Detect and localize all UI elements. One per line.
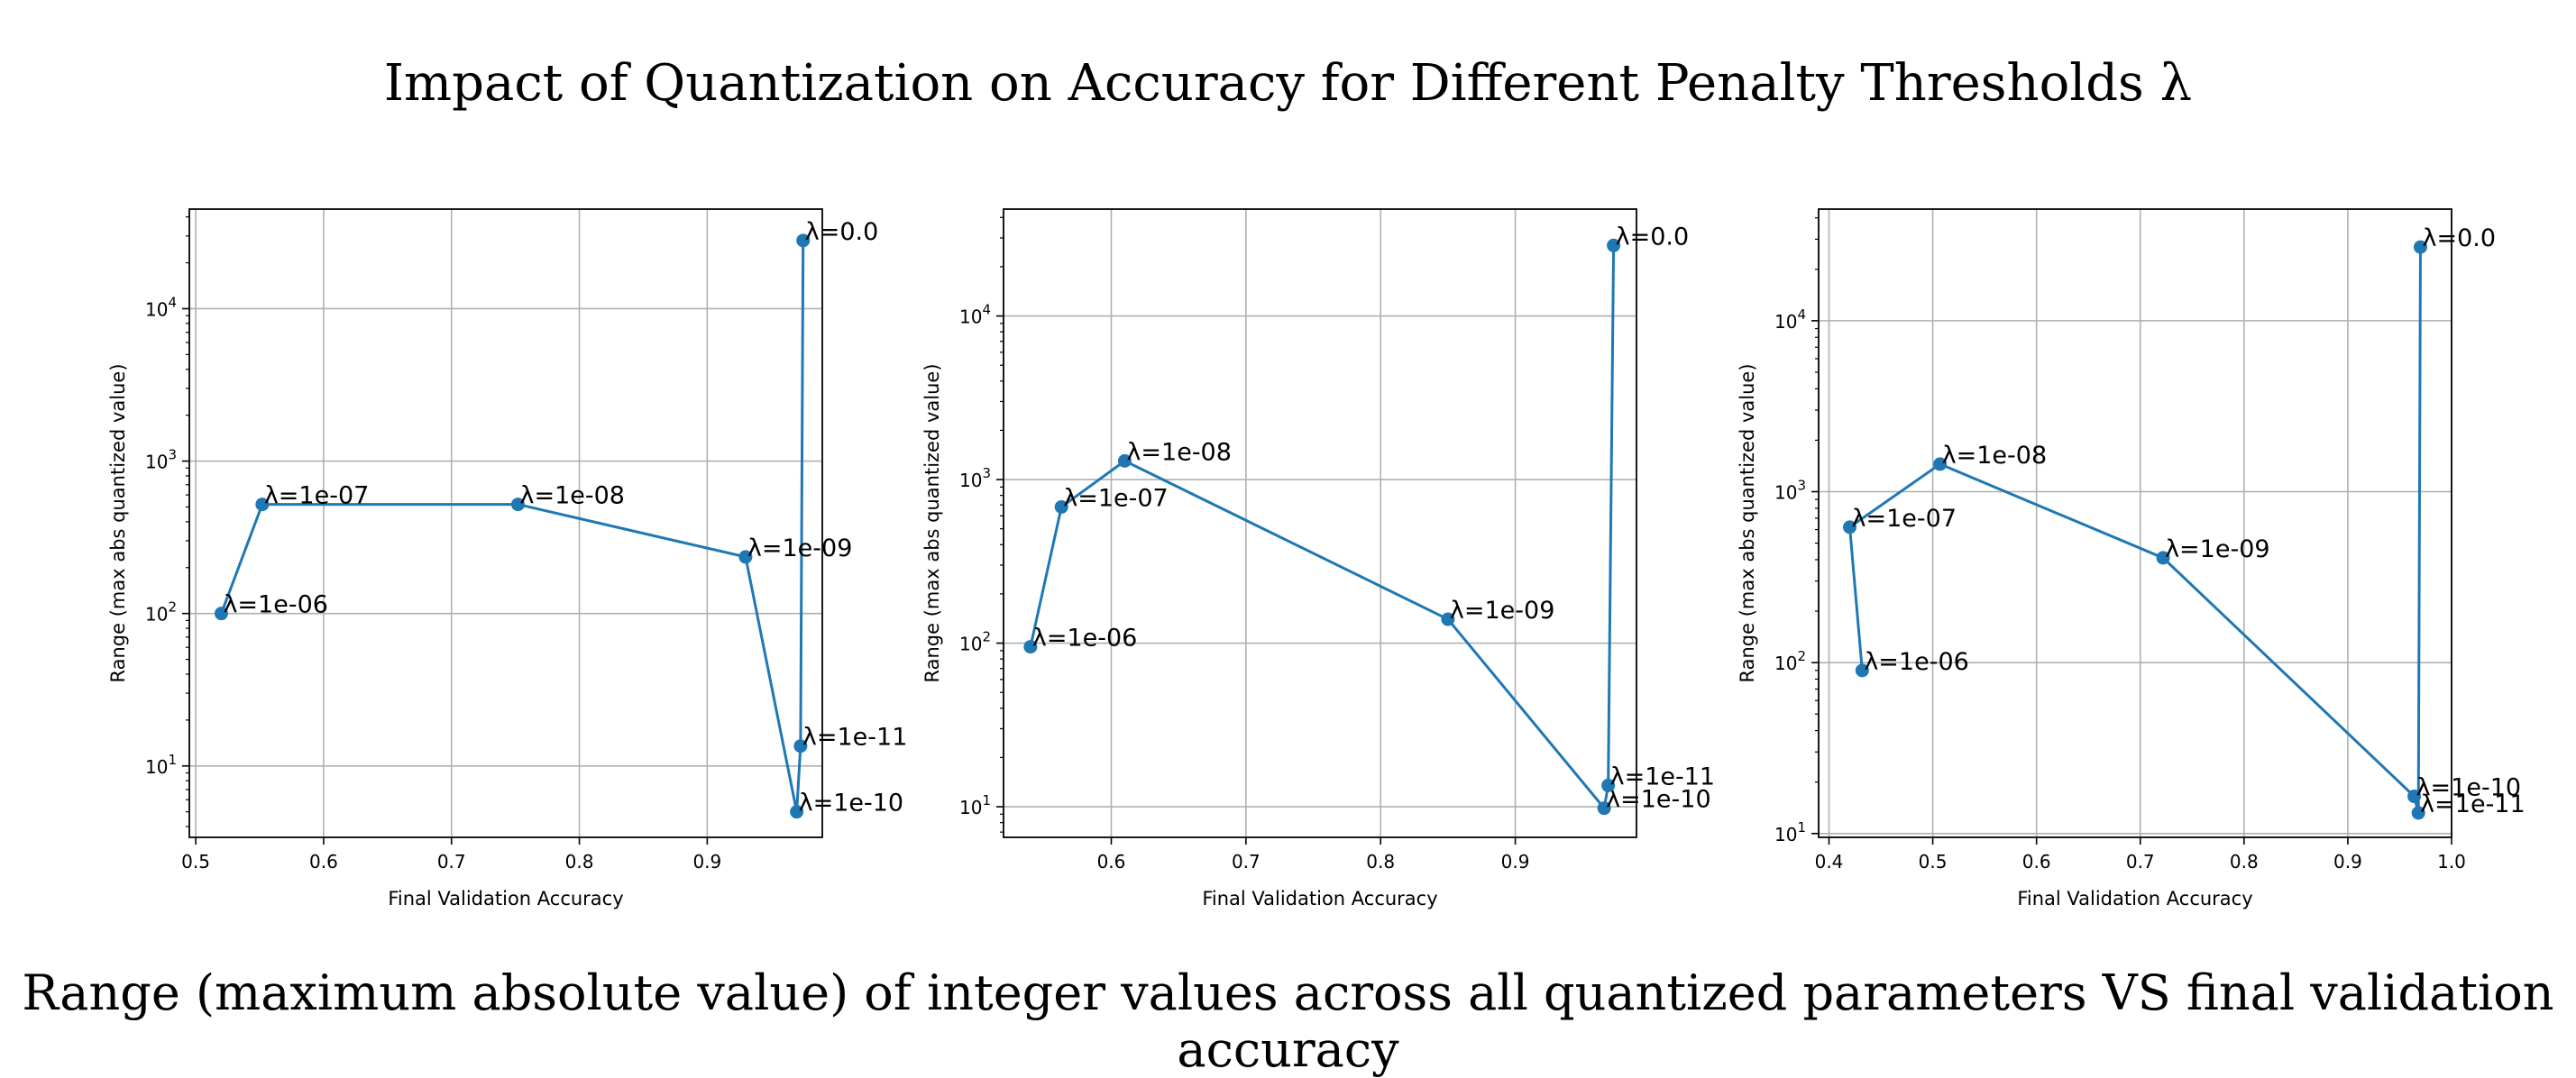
data-point-label: λ=1e-08 [1126,438,1232,466]
data-point [214,607,228,621]
x-axis-label: Final Validation Accuracy [2017,888,2252,909]
x-tick-label: 0.4 [1815,851,1844,872]
y-axis-label: Range (max abs quantized value) [1737,363,1758,682]
x-tick-label: 0.9 [2333,851,2362,872]
data-point-label: λ=1e-07 [264,482,370,510]
y-tick-label: 103 [959,465,991,491]
x-axis-label: Final Validation Accuracy [388,888,623,909]
data-point [2156,551,2170,565]
series-line [220,240,805,812]
y-tick-label: 104 [145,294,177,320]
data-point-label: λ=1e-11 [2420,790,2526,818]
data-point-label: λ=1e-06 [1032,625,1138,653]
data-point [796,233,811,248]
data-point [790,805,804,819]
chart-panel-1: 0.5 0.6 0.7 0.8 0.9 101 102 103 104 Final Validat… [107,208,908,909]
data-point-label: λ=0.0 [1616,223,1690,251]
x-axis-label: Final Validation Accuracy [1202,888,1437,909]
data-point-label: λ=1e-09 [747,534,853,562]
figure-caption: Range (maximum absolute value) of intege… [22,964,2554,1078]
data-point [1601,778,1616,792]
x-tick-label: 0.6 [309,851,338,872]
data-point-label: λ=1e-07 [1852,505,1957,533]
x-tick-label: 0.8 [1366,851,1395,872]
figure-canvas: 0.5 0.6 0.7 0.8 0.9 101 102 103 104 Final Validat… [107,208,2526,909]
data-point [793,739,808,754]
y-axis-label: Range (max abs quantized value) [921,363,943,682]
data-point-label: λ=1e-09 [1450,597,1555,625]
x-tick-label: 0.7 [437,851,466,872]
data-point [1597,801,1611,816]
axes-frame [1003,208,1637,838]
data-point [1117,453,1132,468]
y-tick-label: 102 [1774,648,1806,674]
data-point [1607,238,1621,252]
data-point-label: λ=1e-09 [2165,535,2270,563]
axes-frame [188,208,823,838]
x-tick-label: 0.8 [565,851,594,872]
data-point [1441,612,1455,626]
data-point-label: λ=1e-07 [1063,484,1169,512]
data-point-label: λ=1e-08 [519,482,625,510]
figure-title: Impact of Quantization on Accuracy for D… [383,54,2193,113]
x-tick-label: 0.5 [1919,851,1948,872]
data-point [738,550,753,564]
data-point [1855,663,1869,678]
data-point-label: λ=1e-11 [802,724,908,752]
series-line [1029,245,1616,812]
data-point [255,498,270,512]
data-point-label: λ=1e-06 [1864,648,1969,676]
y-tick-label: 102 [959,629,991,655]
y-tick-label: 101 [959,792,991,818]
data-point [2407,790,2422,804]
y-tick-label: 101 [1774,819,1806,845]
data-point [510,498,525,512]
y-tick-label: 104 [1774,306,1806,333]
chart-panel-2: 0.6 0.7 0.8 0.9 101 102 103 104 Final Validation… [921,208,1716,909]
data-point-label: λ=1e-11 [1610,763,1716,790]
y-tick-label: 103 [1774,478,1806,504]
data-point [1023,640,1038,654]
x-tick-label: 0.8 [2230,851,2259,872]
x-tick-label: 1.0 [2437,851,2466,872]
data-point-label: λ=0.0 [805,218,879,246]
y-tick-label: 104 [959,302,991,328]
x-tick-label: 0.6 [1097,851,1126,872]
data-point [1843,520,1857,534]
y-axis-label: Range (max abs quantized value) [107,363,129,682]
data-point [2411,806,2425,820]
x-tick-label: 0.9 [692,851,721,872]
data-point-label: λ=1e-06 [223,591,327,619]
x-tick-label: 0.7 [2126,851,2155,872]
data-point-label: λ=0.0 [2422,224,2496,252]
data-point [2413,240,2427,254]
y-tick-label: 103 [145,447,177,473]
data-point-label: λ=1e-08 [1942,442,2048,470]
x-tick-label: 0.5 [181,851,210,872]
data-point [1933,457,1948,471]
data-point [1054,499,1068,514]
data-point-label: λ=1e-10 [2416,774,2522,802]
y-tick-label: 101 [145,752,177,778]
x-tick-label: 0.6 [2022,851,2051,872]
y-tick-label: 102 [145,599,177,626]
x-tick-label: 0.7 [1232,851,1260,872]
data-point-label: λ=1e-10 [799,790,904,818]
data-point-label: λ=1e-10 [1606,786,1711,814]
axes-frame [1818,208,2452,838]
chart-panel-3: 0.4 0.5 0.6 0.7 0.8 0.9 1.0 101 102 103 104 Final V… [1737,208,2526,909]
x-tick-label: 0.9 [1501,851,1530,872]
